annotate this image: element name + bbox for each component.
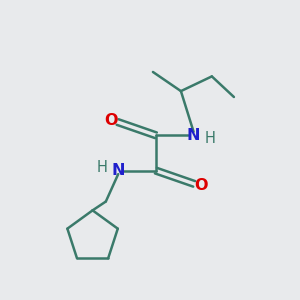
Text: H: H: [97, 160, 107, 175]
Text: H: H: [204, 131, 215, 146]
Text: N: N: [112, 163, 125, 178]
Text: N: N: [187, 128, 200, 143]
Text: O: O: [104, 113, 118, 128]
Text: O: O: [194, 178, 207, 193]
